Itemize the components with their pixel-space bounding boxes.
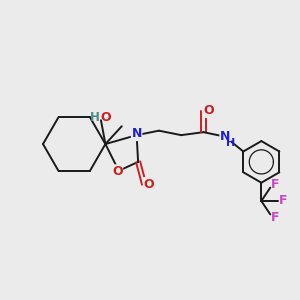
Text: F: F: [271, 178, 279, 191]
Text: O: O: [112, 165, 123, 178]
Text: H: H: [226, 138, 235, 148]
Text: N: N: [131, 128, 142, 140]
Text: N: N: [220, 130, 230, 143]
Text: F: F: [271, 211, 279, 224]
Text: O: O: [143, 178, 154, 191]
Text: F: F: [279, 194, 287, 207]
Text: O: O: [203, 104, 214, 117]
Text: O: O: [100, 111, 111, 124]
Text: H: H: [90, 111, 100, 124]
